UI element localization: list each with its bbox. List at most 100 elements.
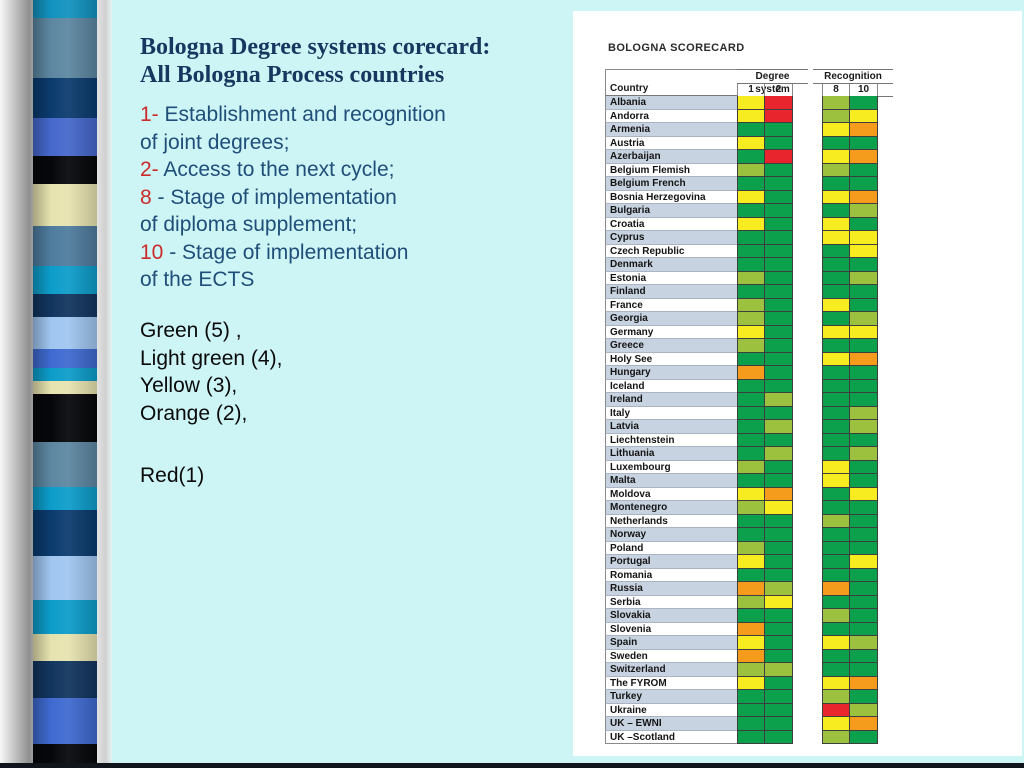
ribbon-stripe <box>33 0 97 18</box>
country-label: Latvia <box>605 420 737 434</box>
header-overhang <box>878 84 892 96</box>
table-row: Armenia <box>605 123 897 137</box>
score-cell-2 <box>765 528 793 542</box>
country-label: Slovenia <box>605 622 737 636</box>
score-cell-1 <box>737 352 765 366</box>
country-label: Belgium French <box>605 177 737 191</box>
score-cell-8 <box>822 433 850 447</box>
table-row: France <box>605 298 897 312</box>
country-label: Georgia <box>605 312 737 326</box>
score-cell-10 <box>850 730 878 744</box>
score-cell-1 <box>737 730 765 744</box>
country-label: Serbia <box>605 595 737 609</box>
column-gap <box>793 204 822 218</box>
score-cell-8 <box>822 474 850 488</box>
score-cell-8 <box>822 622 850 636</box>
score-cell-2 <box>765 433 793 447</box>
score-cell-10 <box>850 528 878 542</box>
score-cell-10 <box>850 285 878 299</box>
score-cell-1 <box>737 258 765 272</box>
score-cell-10 <box>850 109 878 123</box>
score-cell-2 <box>765 123 793 137</box>
score-cell-8 <box>822 501 850 515</box>
country-label: Montenegro <box>605 501 737 515</box>
score-cell-10 <box>850 406 878 420</box>
score-cell-10 <box>850 379 878 393</box>
table-row: Greece <box>605 339 897 353</box>
score-cell-1 <box>737 271 765 285</box>
table-row: Luxembourg <box>605 460 897 474</box>
score-cell-8 <box>822 636 850 650</box>
column-gap <box>793 285 822 299</box>
column-gap <box>793 339 822 353</box>
score-cell-8 <box>822 352 850 366</box>
score-cell-2 <box>765 163 793 177</box>
country-label: The FYROM <box>605 676 737 690</box>
score-cell-10 <box>850 514 878 528</box>
score-cell-8 <box>822 730 850 744</box>
ribbon-stripe <box>33 78 97 118</box>
score-cell-1 <box>737 204 765 218</box>
score-cell-1 <box>737 312 765 326</box>
score-cell-10 <box>850 217 878 231</box>
table-row: Belgium French <box>605 177 897 191</box>
table-row: Croatia <box>605 217 897 231</box>
score-cell-1 <box>737 636 765 650</box>
table-row: Ukraine <box>605 703 897 717</box>
table-row: Russia <box>605 582 897 596</box>
score-cell-2 <box>765 352 793 366</box>
score-cell-2 <box>765 366 793 380</box>
country-label: Bulgaria <box>605 204 737 218</box>
score-cell-2 <box>765 663 793 677</box>
column-gap <box>793 663 822 677</box>
score-cell-2 <box>765 568 793 582</box>
score-cell-2 <box>765 406 793 420</box>
column-gap <box>793 420 822 434</box>
score-cell-2 <box>765 312 793 326</box>
table-row: Belgium Flemish <box>605 163 897 177</box>
score-cell-2 <box>765 555 793 569</box>
table-row: Cyprus <box>605 231 897 245</box>
country-label: Russia <box>605 582 737 596</box>
table-row: Iceland <box>605 379 897 393</box>
country-label: Czech Republic <box>605 244 737 258</box>
table-row: Bulgaria <box>605 204 897 218</box>
score-cell-10 <box>850 190 878 204</box>
score-cell-10 <box>850 298 878 312</box>
score-cell-2 <box>765 298 793 312</box>
table-body: Albania Andorra Armenia Austria Azerbaijan Be… <box>605 96 897 744</box>
score-cell-8 <box>822 703 850 717</box>
table-row: Estonia <box>605 271 897 285</box>
score-cell-10 <box>850 703 878 717</box>
scorecard-table: Country Degree system 1 2 Recognition 8 … <box>605 69 897 744</box>
score-cell-1 <box>737 366 765 380</box>
score-cell-1 <box>737 717 765 731</box>
score-cell-8 <box>822 123 850 137</box>
score-cell-10 <box>850 460 878 474</box>
score-cell-2 <box>765 690 793 704</box>
score-cell-2 <box>765 109 793 123</box>
score-cell-1 <box>737 150 765 164</box>
score-cell-2 <box>765 609 793 623</box>
country-label: Lithuania <box>605 447 737 461</box>
score-cell-2 <box>765 379 793 393</box>
score-cell-10 <box>850 177 878 191</box>
bottom-border-bar <box>0 763 1024 768</box>
score-cell-8 <box>822 406 850 420</box>
country-label: Romania <box>605 568 737 582</box>
score-cell-8 <box>822 649 850 663</box>
score-cell-8 <box>822 582 850 596</box>
score-cell-2 <box>765 244 793 258</box>
table-row: Netherlands <box>605 514 897 528</box>
score-cell-2 <box>765 136 793 150</box>
score-cell-10 <box>850 501 878 515</box>
score-cell-2 <box>765 393 793 407</box>
table-row: Lithuania <box>605 447 897 461</box>
score-cell-1 <box>737 460 765 474</box>
country-label: Estonia <box>605 271 737 285</box>
score-cell-1 <box>737 217 765 231</box>
score-cell-8 <box>822 285 850 299</box>
ribbon-stripe <box>33 394 97 442</box>
country-label: Hungary <box>605 366 737 380</box>
score-cell-1 <box>737 96 765 110</box>
